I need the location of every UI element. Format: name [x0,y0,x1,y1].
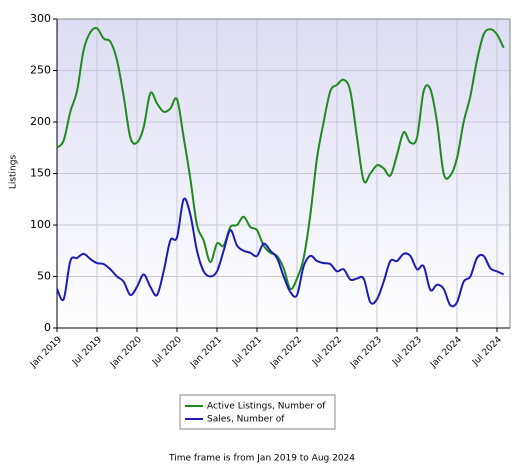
series-line [56,26,505,291]
x-tick-label: Jul 2024 [470,335,504,369]
y-tick-label: 200 [30,115,51,128]
y-axis-label: Listings [9,155,19,190]
x-tick-label: Jul 2020 [150,335,184,369]
x-tick-label: Jan 2023 [348,335,384,371]
x-tick-label: Jul 2022 [310,335,344,369]
x-tick-label: Jul 2021 [230,335,264,369]
x-tick-label: Jul 2019 [70,335,104,369]
x-tick-label: Jan 2019 [28,335,64,371]
series-line [56,197,505,308]
x-tick-label: Jan 2020 [108,335,144,371]
x-tick-label: Jan 2021 [188,335,224,371]
y-tick-label: 50 [37,270,51,283]
legend-label: Sales, Number of [207,415,285,425]
y-tick-label: 150 [30,167,51,180]
y-tick-label: 0 [44,321,51,334]
y-tick-label: 250 [30,64,51,77]
y-tick-label: 300 [30,12,51,25]
x-tick-label: Jan 2022 [268,335,304,371]
legend-label: Active Listings, Number of [207,402,326,412]
y-tick-label: 100 [30,218,51,231]
x-tick-label: Jan 2024 [428,335,464,371]
footnote: Time frame is from Jan 2019 to Aug 2024 [168,454,355,464]
legend [179,394,336,430]
x-tick-label: Jul 2023 [390,335,424,369]
